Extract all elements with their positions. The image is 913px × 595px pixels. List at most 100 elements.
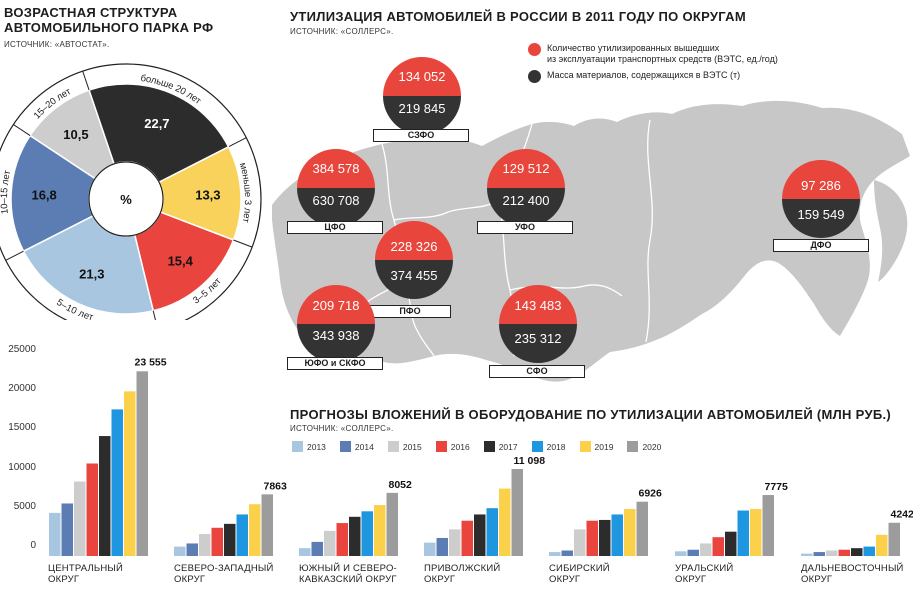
- bar: [611, 514, 623, 556]
- legend-swatch: [483, 441, 495, 452]
- donut-center-label: %: [120, 192, 132, 207]
- donut-separator: [233, 239, 253, 248]
- donut-center: [88, 161, 164, 237]
- district-bubble: 228 326 374 455: [375, 221, 453, 299]
- bar: [349, 516, 361, 556]
- map-legend-count: Количество утилизированных вышедших из э…: [528, 43, 778, 65]
- bar: [174, 546, 186, 556]
- bar: [499, 488, 511, 556]
- bar: [486, 508, 498, 556]
- legend-swatch: [579, 441, 591, 452]
- group-label: ЦЕНТРАЛЬНЫЙ ОКРУГ: [48, 563, 123, 585]
- group-label: СИБИРСКИЙ ОКРУГ: [549, 563, 610, 585]
- bar: [261, 494, 273, 556]
- bar: [99, 436, 111, 556]
- bubble-bottom-half: [782, 199, 860, 238]
- bar: [111, 409, 123, 556]
- donut-value-label: 21,3: [79, 267, 104, 282]
- group-label-line2: ОКРУГ: [424, 574, 456, 585]
- group-label-line2: ОКРУГ: [174, 574, 206, 585]
- map-legend-count-line1: Количество утилизированных вышедших: [547, 43, 720, 53]
- bar: [712, 537, 724, 556]
- district-mass-value: 219 845: [399, 101, 446, 116]
- year-legend-item: 2017: [483, 441, 518, 452]
- legend-year-label: 2014: [354, 441, 374, 452]
- district-bubble: 97 286 159 549: [782, 160, 860, 238]
- year-legend-item: 2019: [579, 441, 614, 452]
- group-label-line2: ОКРУГ: [549, 574, 581, 585]
- y-tick-label: 25000: [8, 344, 36, 355]
- district-count-value: 129 512: [503, 161, 550, 176]
- district-label: СЗФО: [373, 129, 469, 142]
- donut-value-label: 16,8: [31, 187, 56, 202]
- bar: [876, 534, 888, 556]
- y-tick-label: 20000: [8, 383, 36, 395]
- bar-value-label: 6926: [639, 488, 663, 500]
- donut-value-label: 13,3: [195, 188, 220, 203]
- bar: [224, 523, 236, 556]
- bar-value-label: 7863: [264, 480, 288, 492]
- bar: [299, 548, 311, 556]
- district-bubble: 209 718 343 938: [297, 285, 375, 363]
- donut-value-label: 15,4: [168, 254, 194, 269]
- bubble-bottom-half: [297, 188, 375, 227]
- bar: [599, 519, 611, 556]
- year-legend: 2013 2014 2015 2016 2017 2018 2019 2020: [292, 441, 661, 452]
- age-title-line1: ВОЗРАСТНАЯ СТРУКТУРА: [4, 5, 178, 20]
- bar: [737, 510, 749, 556]
- bar: [211, 527, 223, 556]
- donut-separator: [82, 70, 90, 91]
- district-mass-value: 212 400: [503, 193, 550, 208]
- bubble-bottom-half: [383, 96, 461, 135]
- legend-year-label: 2013: [307, 441, 326, 452]
- donut-separator: [5, 250, 24, 261]
- map-border-3: [393, 199, 499, 221]
- bar: [561, 550, 573, 556]
- district-mass-value: 630 708: [313, 193, 360, 208]
- district-label: ЦФО: [287, 221, 383, 234]
- bar: [687, 549, 699, 556]
- legend-year-label: 2015: [402, 441, 422, 452]
- bubble-top-half: [782, 160, 860, 199]
- legend-year-label: 2019: [594, 441, 614, 452]
- y-tick-label: 5000: [13, 500, 36, 512]
- bar: [813, 552, 825, 556]
- bubble-bottom-half: [487, 188, 565, 227]
- bar: [449, 529, 461, 556]
- bar: [186, 543, 198, 556]
- bar: [851, 548, 863, 556]
- district-mass-value: 159 549: [798, 207, 845, 222]
- bar: [124, 391, 136, 556]
- legend-swatch: [292, 441, 303, 452]
- legend-swatch: [339, 441, 351, 452]
- district-label: УФО: [477, 221, 573, 234]
- donut-separator: [13, 124, 31, 136]
- map-legend-count-text: Количество утилизированных вышедших из э…: [547, 43, 778, 65]
- year-legend-item: 2015: [387, 441, 422, 452]
- group-label: ДАЛЬНЕВОСТОЧНЫЙ ОКРУГ: [801, 563, 904, 585]
- bubble-top-half: [383, 57, 461, 96]
- age-title: ВОЗРАСТНАЯ СТРУКТУРА АВТОМОБИЛЬНОГО ПАРК…: [4, 5, 213, 35]
- group-label-line2: ОКРУГ: [675, 574, 707, 585]
- bubble-top-half: [499, 285, 577, 324]
- district-yufo: 209 718 343 938 ЮФО и СКФО: [287, 285, 383, 370]
- legend-swatch: [627, 441, 639, 452]
- district-bubble: 134 052 219 845: [383, 57, 461, 135]
- map-legend-count-line2: из эксплуатации транспортных средств (ВЭ…: [547, 54, 778, 64]
- red-dot-icon: [528, 43, 541, 56]
- donut-value-label: 22,7: [144, 116, 169, 131]
- district-count-value: 134 052: [399, 69, 446, 84]
- bar: [838, 549, 850, 556]
- district-mass-value: 374 455: [391, 268, 438, 283]
- legend-swatch: [387, 441, 399, 452]
- bar: [636, 501, 648, 556]
- group-label-line2: КАВКАЗСКИЙ ОКРУГ: [299, 574, 397, 585]
- bar: [74, 481, 86, 556]
- district-bubble: 384 578 630 708: [297, 149, 375, 227]
- legend-year-label: 2020: [642, 441, 662, 452]
- forecast-source: ИСТОЧНИК: «СОЛЛЕРС».: [290, 424, 394, 433]
- map-legend: Количество утилизированных вышедших из э…: [528, 43, 778, 83]
- bar-value-label: 4242: [891, 509, 913, 521]
- bubble-bottom-half: [375, 260, 453, 299]
- bar: [725, 531, 737, 556]
